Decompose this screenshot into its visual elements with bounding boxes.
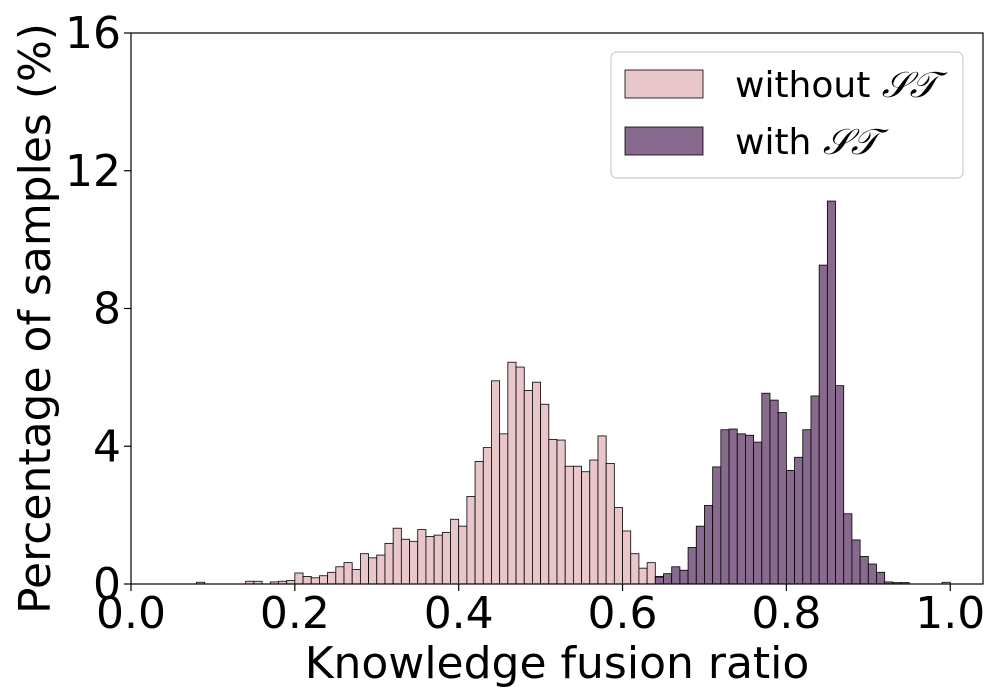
histogram-bar-series-0 [466,496,476,585]
histogram-bar-series-0 [368,557,378,585]
histogram-bar-series-1 [704,505,714,585]
histogram-bar-series-0 [499,433,509,585]
y-tick-label: 16 [65,8,121,59]
histogram-bar-series-0 [417,529,427,585]
legend-label-series-1: with 𝒮𝒯 [735,122,889,163]
histogram-bar-series-1 [851,539,861,585]
x-tick-label: 0.2 [260,588,330,639]
histogram-bar-series-0 [458,525,468,585]
histogram-bar-series-0 [327,571,337,585]
histogram-bar-series-1 [687,547,697,585]
histogram-bar-series-0 [441,531,451,585]
histogram-bar-series-0 [376,554,386,585]
histogram-bar-series-1 [777,412,787,585]
y-tick-label: 12 [65,146,121,197]
histogram-bar-series-1 [802,429,812,585]
histogram-bar-series-0 [359,553,369,585]
histogram-bar-series-1 [794,456,804,585]
histogram-bar-series-0 [622,530,632,585]
histogram-bar-series-0 [474,461,484,585]
histogram-bar-series-0 [540,403,550,585]
histogram-bar-series-0 [532,381,542,585]
legend-label-math: 𝒮𝒯 [882,65,948,106]
histogram-bar-series-0 [564,465,574,585]
histogram-bar-series-0 [450,518,460,585]
histogram-bar-series-0 [433,534,443,585]
x-axis-title: Knowledge fusion ratio [305,638,810,689]
ticks-layer: 0.0 0.2 0.4 0.6 0.8 1.0 0 4 8 12 16 [65,8,985,639]
histogram-bar-series-1 [720,429,730,585]
histogram-bar-series-0 [646,562,656,585]
x-tick-label: 0.6 [588,588,658,639]
histogram-bar-series-0 [572,465,582,585]
histogram-bar-series-0 [589,459,599,585]
histogram-bar-series-0 [310,577,320,585]
histogram-bar-series-0 [409,540,419,585]
histogram-bar-series-1 [745,434,755,585]
histogram-bar-series-1 [826,200,836,585]
histogram-bar-series-1 [835,385,845,585]
histogram-bar-series-1 [753,441,763,585]
legend-label-prefix: without [735,65,882,106]
bars-layer [196,200,951,585]
histogram-bar-series-0 [425,536,435,585]
histogram-bar-series-1 [785,469,795,585]
histogram-bar-series-1 [761,392,771,585]
histogram-bar-series-1 [867,563,877,585]
histogram-bar-series-1 [654,576,664,585]
legend-label-series-0: without 𝒮𝒯 [735,65,948,106]
x-tick-label: 0.0 [96,588,166,639]
histogram-bar-series-0 [523,390,533,585]
histogram-bar-series-0 [507,361,517,585]
legend-label-math: 𝒮𝒯 [823,122,889,163]
histogram-bar-series-0 [351,569,361,585]
legend-label-prefix: with [735,122,823,163]
histogram-bar-series-0 [556,439,566,585]
y-tick-label: 8 [93,284,121,335]
y-tick-label: 0 [93,559,121,610]
histogram-bar-series-0 [294,572,304,585]
histogram-bar-series-0 [343,562,353,585]
histogram-bar-series-1 [679,569,689,585]
y-tick-label: 4 [93,421,121,472]
histogram-bar-series-0 [638,567,648,585]
histogram-bar-series-0 [392,527,402,585]
histogram-bar-series-0 [491,380,501,585]
histogram-bar-series-1 [712,466,722,585]
legend-swatch-series-1 [624,126,704,156]
histogram-bar-series-0 [597,435,607,585]
histogram-bar-series-0 [482,447,492,585]
histogram-bar-series-0 [613,507,623,585]
histogram-bar-series-1 [769,399,779,585]
histogram-bar-series-1 [843,513,853,585]
histogram-bar-series-0 [605,463,615,585]
histogram-bar-series-1 [859,556,869,585]
histogram-bar-series-0 [335,566,345,585]
histogram-bar-series-0 [581,471,591,585]
histogram-bar-series-1 [876,571,886,585]
histogram-bar-series-0 [400,538,410,585]
histogram-bar-series-0 [319,575,329,585]
x-tick-label: 1.0 [915,588,985,639]
histogram-bar-series-1 [663,573,673,585]
histogram-bar-series-1 [810,395,820,585]
histogram-bar-series-0 [515,366,525,585]
x-tick-label: 0.4 [424,588,494,639]
y-axis-title: Percentage of samples (%) [10,23,61,614]
histogram-bar-series-0 [548,438,558,585]
histogram-bar-series-0 [384,542,394,585]
x-tick-label: 0.8 [751,588,821,639]
histogram-bar-series-0 [302,576,312,585]
legend-swatch-series-0 [624,69,704,99]
histogram-bar-series-1 [736,433,746,585]
histogram-bar-series-1 [671,566,681,585]
histogram-bar-series-1 [695,525,705,585]
histogram-bar-series-0 [630,553,640,585]
histogram-bar-series-1 [818,264,828,585]
histogram-bar-series-1 [728,428,738,585]
